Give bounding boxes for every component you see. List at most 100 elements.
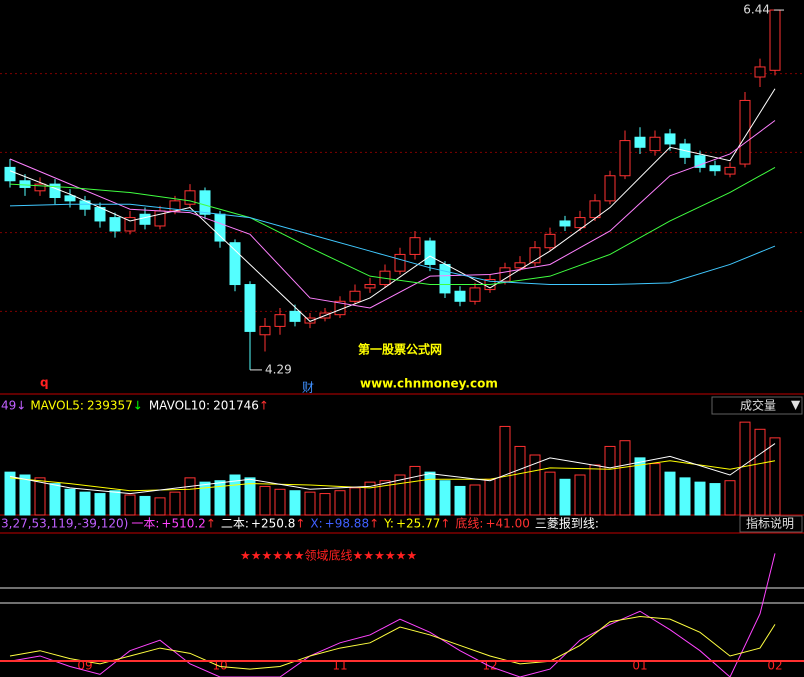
header-text: +98.88 bbox=[325, 517, 369, 531]
x-tick-label: 10 bbox=[212, 659, 227, 673]
volume-bar bbox=[79, 491, 91, 516]
header-text: +510.2 bbox=[161, 517, 205, 531]
volume-bar bbox=[769, 437, 781, 516]
dropdown-arrow[interactable]: ▼ bbox=[791, 398, 801, 412]
candle-body bbox=[289, 310, 301, 322]
candle-body bbox=[109, 217, 121, 232]
volume-bar bbox=[349, 487, 361, 516]
header-text: 3,27,53,119,-39,120) bbox=[1, 517, 128, 531]
header-text: MAVOL10: bbox=[149, 399, 210, 413]
volume-bar bbox=[49, 483, 61, 516]
volume-bar bbox=[634, 457, 646, 516]
header-text: 三菱报到线: bbox=[535, 516, 599, 531]
help-label[interactable]: 指标说明 bbox=[746, 516, 794, 531]
volume-bar bbox=[199, 481, 211, 516]
volume-bar bbox=[649, 463, 661, 516]
candle-body bbox=[139, 213, 151, 225]
header-text: ↑ bbox=[206, 517, 216, 531]
candle-body bbox=[634, 136, 646, 148]
header-text: 一本: bbox=[131, 517, 159, 531]
header-text: Y: bbox=[383, 517, 394, 531]
low-label: 4.29 bbox=[265, 362, 292, 376]
volume-bar bbox=[334, 490, 346, 516]
volume-bar bbox=[64, 488, 76, 516]
candle-body bbox=[214, 213, 226, 242]
volume-bar bbox=[604, 445, 616, 516]
volume-bar bbox=[139, 495, 151, 516]
ma-line bbox=[9, 203, 776, 286]
mavol-line bbox=[9, 443, 776, 495]
volume-bar bbox=[589, 464, 601, 516]
candle-body bbox=[424, 240, 436, 265]
watermark: www.chnmoney.com bbox=[360, 377, 498, 391]
header-text: +25.77 bbox=[396, 517, 440, 531]
header-text: +41.00 bbox=[485, 517, 529, 531]
volume-bar bbox=[19, 474, 31, 516]
indicator-line bbox=[9, 616, 776, 670]
header-text: ↓ bbox=[133, 399, 143, 413]
banner: ★★★★★★领域底线★★★★★★ bbox=[240, 548, 417, 563]
help-box[interactable] bbox=[739, 515, 803, 533]
volume-bar bbox=[739, 421, 751, 516]
volume-bar bbox=[319, 493, 331, 516]
candle-body bbox=[619, 140, 631, 177]
selector-label[interactable]: 成交量 bbox=[740, 398, 776, 413]
candle-body bbox=[364, 284, 376, 289]
header-text: 49↓ bbox=[1, 399, 26, 413]
volume-bar bbox=[424, 471, 436, 516]
header-text: ↑ bbox=[369, 517, 379, 531]
volume-bar bbox=[304, 491, 316, 516]
candle-body bbox=[349, 290, 361, 302]
volume-bar bbox=[499, 425, 511, 516]
candle-body bbox=[499, 267, 511, 282]
candle-body bbox=[589, 200, 601, 219]
candle-body bbox=[529, 247, 541, 264]
volume-bar bbox=[169, 491, 181, 516]
x-tick-label: 11 bbox=[332, 659, 347, 673]
candle-body bbox=[259, 325, 271, 336]
volume-bar bbox=[754, 428, 766, 516]
header-text: X: bbox=[310, 517, 322, 531]
candle-body bbox=[34, 183, 46, 192]
header-text: ↑ bbox=[440, 517, 450, 531]
volume-bar bbox=[724, 480, 736, 516]
x-tick-label: 12 bbox=[482, 659, 497, 673]
candle-body bbox=[64, 195, 76, 202]
candle-body bbox=[709, 165, 721, 172]
volume-bar bbox=[229, 474, 241, 516]
header-text: 201746 bbox=[213, 399, 259, 413]
volume-bar bbox=[34, 477, 46, 516]
candle-body bbox=[694, 155, 706, 168]
header-text: 底线: bbox=[455, 516, 483, 531]
volume-bar bbox=[619, 440, 631, 516]
selector-box[interactable] bbox=[711, 396, 803, 415]
candle-body bbox=[274, 314, 286, 327]
volume-bar bbox=[514, 445, 526, 516]
volume-bar bbox=[274, 488, 286, 516]
candle-body bbox=[724, 166, 736, 175]
note: 财 bbox=[302, 381, 314, 395]
candle-body bbox=[574, 217, 586, 229]
candle-body bbox=[19, 180, 31, 188]
candle-body bbox=[244, 284, 256, 332]
candle-body bbox=[409, 237, 421, 255]
volume-bar bbox=[364, 481, 376, 516]
volume-bar bbox=[379, 480, 391, 516]
candle-body bbox=[184, 190, 196, 205]
candle-body bbox=[514, 262, 526, 269]
volume-bar bbox=[709, 483, 721, 516]
ma-line bbox=[9, 88, 776, 322]
volume-bar bbox=[94, 493, 106, 516]
volume-bar bbox=[259, 485, 271, 516]
candle-body bbox=[469, 287, 481, 302]
volume-bar bbox=[469, 484, 481, 516]
volume-bar bbox=[454, 485, 466, 516]
header-text: ↑ bbox=[259, 399, 269, 413]
candle-body bbox=[49, 183, 61, 199]
header-text: ↑ bbox=[295, 517, 305, 531]
ma-line bbox=[9, 166, 776, 286]
candle-body bbox=[124, 217, 136, 232]
